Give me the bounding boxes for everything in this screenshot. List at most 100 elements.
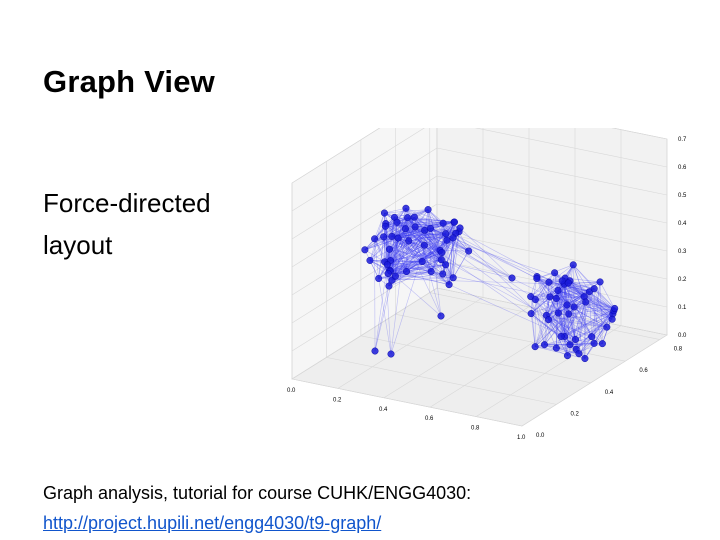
graph-node [570, 303, 578, 311]
graph-edge [405, 208, 613, 320]
graph-edge [414, 216, 454, 223]
graph-edge [390, 222, 444, 261]
graph-edge [387, 230, 425, 274]
graph-node [426, 224, 434, 232]
graph-edge [593, 288, 614, 315]
graph-edge [548, 281, 590, 293]
x-tick-label: 0.6 [425, 416, 434, 422]
graph-edge [564, 284, 569, 314]
graph-edge [574, 306, 613, 315]
graph-edge [369, 228, 431, 261]
graph-node [410, 213, 418, 221]
graph-node [563, 301, 571, 309]
graph-edge [378, 278, 392, 355]
graph-edge [589, 291, 613, 320]
graph-edge [395, 230, 425, 277]
graph-node [402, 204, 410, 212]
graph-edge [534, 296, 551, 347]
graph-edge [572, 264, 585, 297]
graph-edge [530, 290, 559, 297]
graph-node [540, 341, 548, 349]
graph-edge [535, 346, 585, 359]
graph-edge [369, 260, 432, 272]
graph-edge [389, 217, 408, 250]
axes-ticks: 0.0 0.2 0.4 0.6 0.8 1.0 0.0 0.2 0.4 0.6 0.8 0.0 0.1 0… [287, 137, 687, 441]
graph-edge [389, 250, 441, 271]
graph-edge [384, 233, 446, 263]
y-tick-label: 0.8 [674, 347, 683, 353]
graph-edge [387, 239, 448, 265]
graph-edge [536, 276, 562, 337]
graph-edge [536, 278, 557, 299]
graph-edge [390, 217, 408, 355]
graph-edge [536, 276, 557, 299]
graph-edge [387, 250, 441, 265]
grid-line [475, 325, 622, 417]
graph-nodes [361, 204, 619, 363]
graph-edge [374, 238, 399, 352]
z-tick-label: 0.3 [678, 249, 687, 255]
graph-edge [544, 319, 549, 345]
graph-edge [385, 223, 441, 251]
grid-line [291, 147, 438, 240]
graph-node [387, 350, 395, 358]
graph-edge [575, 339, 586, 359]
graph-edge [391, 222, 444, 237]
footer-link[interactable]: http://project.hupili.net/engg4030/t9-gr… [43, 513, 382, 533]
x-tick-label: 1.0 [517, 435, 526, 441]
graph-edge [424, 239, 447, 246]
graph-edge [364, 237, 399, 251]
graph-edge [564, 283, 615, 309]
graph-edge [390, 228, 431, 272]
graph-edge [389, 226, 416, 271]
graph-edge [406, 240, 448, 272]
graph-edge [395, 259, 442, 277]
slide-title: Graph View [43, 64, 215, 99]
graph-edge [389, 240, 409, 271]
graph-edge [574, 306, 613, 320]
x-tick-label: 0.0 [287, 388, 296, 394]
grid-line [436, 231, 668, 280]
graph-edge [394, 217, 446, 265]
graph-edge [599, 281, 603, 344]
graph-node [375, 274, 383, 282]
graph-node [411, 223, 419, 231]
graph-edge [557, 290, 592, 337]
graph-edge [549, 296, 577, 350]
graph-edge [448, 237, 454, 285]
graph-edge [408, 240, 547, 316]
graph-edge [557, 290, 575, 308]
graph-node [366, 256, 374, 264]
z-tick-label: 0.4 [678, 221, 687, 227]
graph-edge [390, 239, 448, 272]
graph-edge [390, 240, 409, 261]
graph-node [531, 343, 539, 351]
graph-edge [414, 226, 443, 253]
graph-node [445, 281, 453, 289]
graph-edge [556, 291, 590, 299]
graph-edge [430, 228, 454, 239]
graph-edge [405, 207, 461, 229]
graph-node [465, 247, 473, 255]
graph-edge [535, 282, 550, 300]
graph-node [437, 256, 445, 264]
graph-edge [415, 221, 455, 228]
graph-edge [564, 313, 569, 337]
graph-edge [364, 216, 415, 251]
graph-edge [564, 277, 613, 320]
graph-edge [414, 216, 469, 252]
graph-edge [561, 280, 565, 337]
grid-line [291, 119, 438, 212]
graph-edge [554, 272, 575, 308]
graph-node [401, 225, 409, 233]
graph-edge [395, 222, 398, 277]
graph-edge [558, 282, 569, 314]
graph-edge [395, 275, 454, 279]
graph-edge [390, 228, 406, 272]
graph-edge [568, 313, 607, 328]
graph-node [439, 219, 447, 227]
graph-edge [591, 281, 601, 337]
graph-edge [554, 272, 562, 337]
graph-edge [405, 228, 469, 252]
graph-edge [578, 296, 585, 354]
